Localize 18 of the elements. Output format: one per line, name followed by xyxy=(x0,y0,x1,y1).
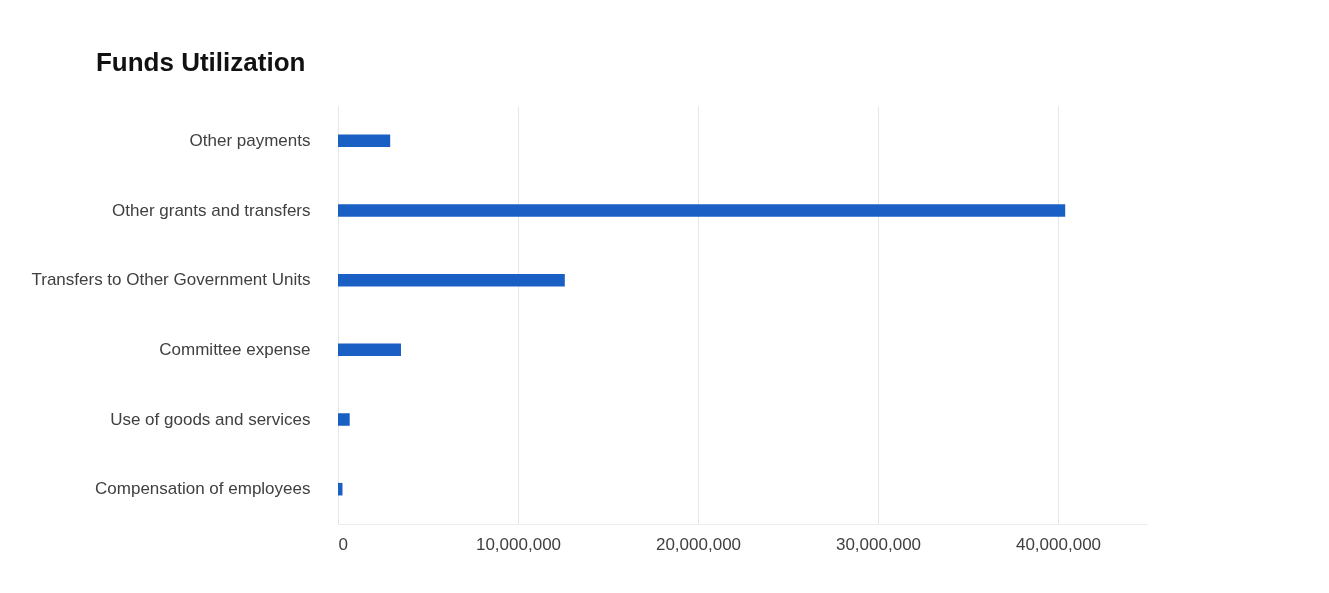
x-tick-label: 40,000,000 xyxy=(1015,534,1102,554)
y-tick-label: Committee expense xyxy=(159,339,311,359)
y-tick-label: Other payments xyxy=(189,130,311,150)
bar xyxy=(338,482,343,496)
x-tick-label: 0 xyxy=(338,534,348,554)
bar xyxy=(338,134,391,148)
bar xyxy=(338,343,401,357)
chart-title: Funds Utilization xyxy=(95,47,306,77)
x-tick-label: 20,000,000 xyxy=(655,534,742,554)
y-tick-label: Compensation of employees xyxy=(95,479,311,499)
y-tick-label: Use of goods and services xyxy=(110,409,311,429)
y-tick-label: Transfers to Other Government Units xyxy=(31,270,311,290)
x-tick-label: 10,000,000 xyxy=(475,534,562,554)
bar xyxy=(338,413,350,426)
bar xyxy=(338,273,565,287)
bar xyxy=(338,204,1066,217)
y-tick-label: Other grants and transfers xyxy=(112,200,311,220)
x-tick-label: 30,000,000 xyxy=(835,534,922,554)
